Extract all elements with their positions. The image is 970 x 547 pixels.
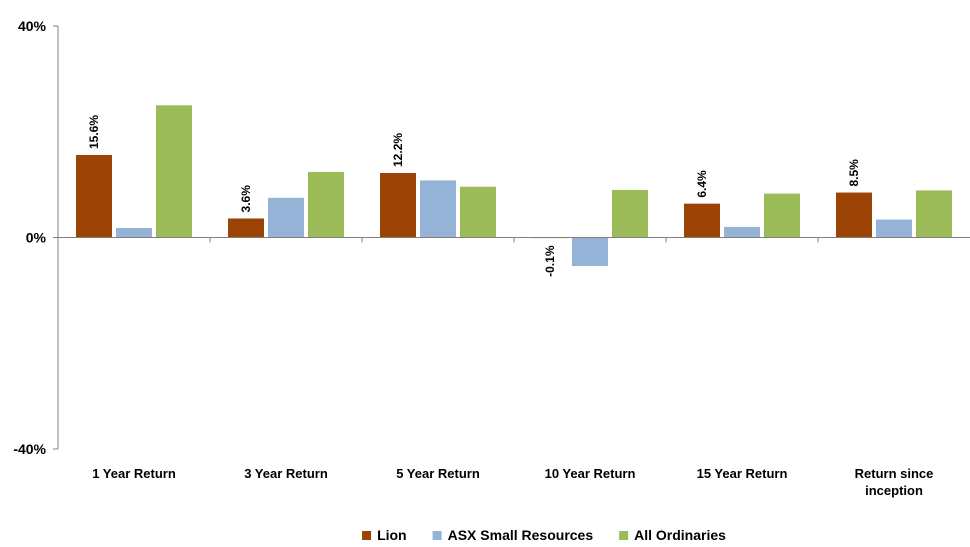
data-labels-layer: 15.6% 3.6% 12.2% -0.1% 6.4% 8.5% [87, 115, 861, 277]
bar-all-ordinaries-3 [612, 189, 648, 238]
category-label-1: 3 Year Return [244, 466, 328, 481]
legend-label-1: ASX Small Resources [448, 527, 594, 543]
category-label-4: 15 Year Return [697, 466, 788, 481]
data-label-3: -0.1% [543, 245, 557, 277]
axes-layer: 40% 0% -40% 1 Year Return 3 Year Return 5 Yea… [13, 18, 970, 498]
data-label-0: 15.6% [87, 115, 101, 149]
category-label-0: 1 Year Return [92, 466, 176, 481]
bar-all-ordinaries-1 [308, 171, 344, 238]
legend-swatch-2 [619, 531, 629, 540]
bar-asx-small-resources-4 [724, 226, 760, 238]
data-label-2: 12.2% [391, 133, 405, 167]
y-tick-label-1: 0% [26, 230, 47, 246]
bar-lion-4 [684, 203, 720, 238]
bar-all-ordinaries-0 [156, 105, 192, 238]
category-label-3: 10 Year Return [545, 466, 636, 481]
legend: Lion ASX Small Resources All Ordinaries [362, 527, 726, 543]
y-tick-label-0: 40% [18, 18, 47, 34]
legend-label-0: Lion [377, 527, 407, 543]
data-label-1: 3.6% [239, 185, 253, 213]
data-label-4: 6.4% [695, 170, 709, 198]
legend-swatch-0 [362, 531, 372, 540]
category-label-2: 5 Year Return [396, 466, 480, 481]
legend-swatch-1 [432, 531, 442, 540]
bar-asx-small-resources-0 [116, 227, 152, 238]
bar-asx-small-resources-2 [420, 180, 456, 238]
bars-layer [76, 105, 952, 267]
legend-label-2: All Ordinaries [634, 527, 726, 543]
category-label-5: Return since inception [855, 466, 934, 498]
bar-asx-small-resources-1 [268, 197, 304, 238]
bar-all-ordinaries-5 [916, 190, 952, 238]
bar-asx-small-resources-5 [876, 219, 912, 238]
bar-lion-2 [380, 172, 416, 238]
bar-lion-1 [228, 218, 264, 238]
bar-all-ordinaries-2 [460, 186, 496, 238]
bar-lion-5 [836, 192, 872, 238]
data-label-5: 8.5% [847, 159, 861, 187]
bar-all-ordinaries-4 [764, 193, 800, 238]
bar-lion-0 [76, 155, 112, 238]
y-tick-label-2: -40% [13, 441, 46, 457]
bar-asx-small-resources-3 [572, 237, 608, 267]
